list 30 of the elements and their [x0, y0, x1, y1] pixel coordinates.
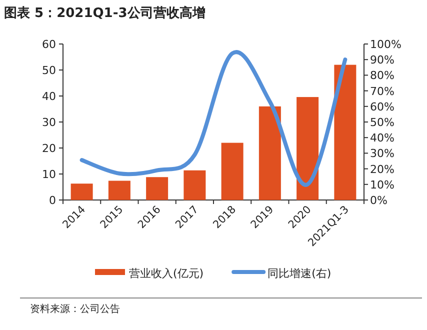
text: 资料来源：公司公告: [30, 303, 120, 315]
bar: [258, 106, 281, 200]
y-tick-label: 30: [42, 116, 56, 129]
bar: [146, 177, 168, 200]
y2-tick-label: 70%: [370, 84, 394, 98]
y2-tick-label: 30%: [370, 147, 394, 160]
y2-tick-label: 10%: [370, 178, 394, 192]
y-tick-label: 0: [49, 194, 56, 207]
bar: [108, 180, 130, 200]
y2-tick-label: 100%: [370, 38, 402, 51]
bar: [70, 184, 93, 200]
y-tick-label: 10: [42, 168, 56, 181]
bar: [221, 142, 244, 200]
bar: [334, 64, 356, 200]
y-tick-label: 40: [42, 90, 56, 103]
legend-label: 同比增速(右): [268, 267, 332, 280]
y2-tick-label: 80%: [370, 69, 394, 82]
y-tick-label: 50: [42, 64, 56, 77]
chart-title: 图表 5：2021Q1-3公司营收高增: [4, 5, 206, 21]
y-tick-label: 60: [42, 38, 56, 51]
y2-tick-label: 0%: [370, 194, 388, 207]
legend-label: 营业收入(亿元): [129, 267, 204, 280]
y2-tick-label: 50%: [370, 116, 394, 129]
y-tick-label: 20: [42, 142, 56, 155]
bar: [184, 170, 206, 200]
y2-tick-label: 20%: [370, 162, 394, 176]
y2-tick-label: 60%: [370, 100, 394, 114]
bar: [296, 97, 319, 200]
y2-tick-label: 40%: [370, 132, 394, 145]
y2-tick-label: 90%: [370, 54, 394, 67]
